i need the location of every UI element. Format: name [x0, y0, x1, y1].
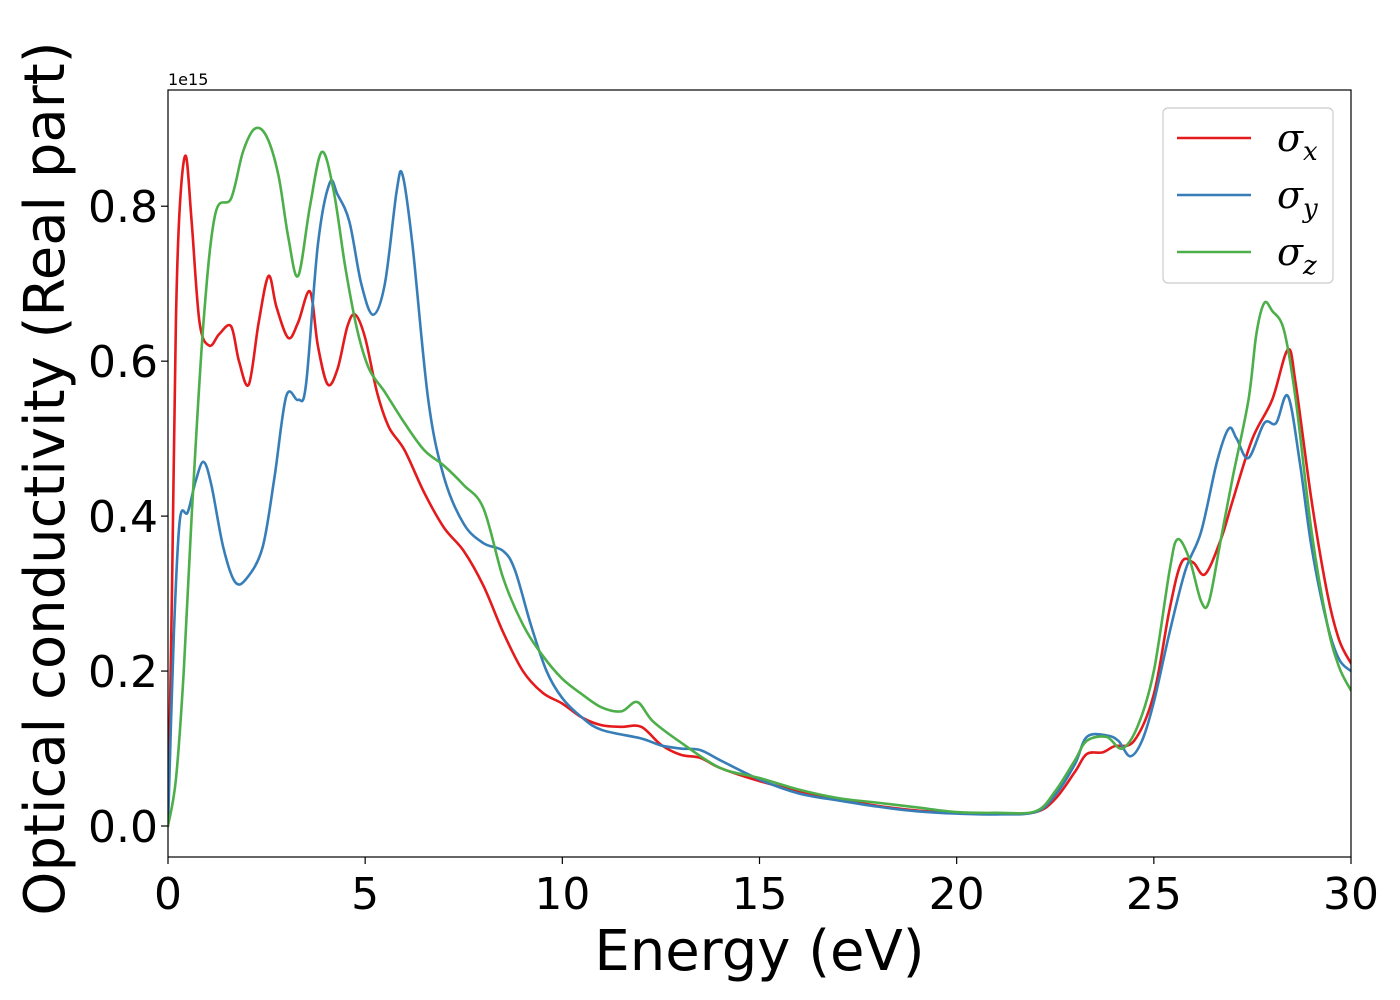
y-offset-text: 1e15 — [168, 70, 208, 89]
y-tick-label: 0.4 — [88, 492, 158, 543]
legend-label-z: σz — [1277, 230, 1317, 281]
x-tick-label: 5 — [351, 869, 379, 920]
legend-label-x: σx — [1277, 116, 1318, 167]
series-line-y — [168, 169, 1351, 828]
x-tick-label: 0 — [154, 869, 182, 920]
legend-label-y: σy — [1277, 173, 1318, 224]
x-tick-label: 15 — [732, 869, 788, 920]
y-axis-ticks: 0.0 0.2 0.4 0.6 0.8 — [88, 182, 168, 853]
series-layer — [168, 126, 1351, 828]
y-tick-label: 0.2 — [88, 647, 158, 698]
x-axis-ticks: 0 5 10 15 20 25 30 — [154, 857, 1379, 920]
legend: σx σy σz — [1162, 107, 1334, 284]
x-tick-label: 30 — [1323, 869, 1379, 920]
y-tick-label: 0.6 — [88, 337, 158, 388]
y-tick-label: 0.0 — [88, 802, 158, 853]
y-tick-label: 0.8 — [88, 182, 158, 233]
x-axis-title: Energy (eV) — [594, 919, 924, 984]
y-axis-title: Optical conductivity (Real part) — [13, 41, 78, 915]
x-tick-label: 25 — [1126, 869, 1182, 920]
x-tick-label: 20 — [929, 869, 985, 920]
x-tick-label: 10 — [534, 869, 590, 920]
series-line-z — [168, 126, 1351, 828]
